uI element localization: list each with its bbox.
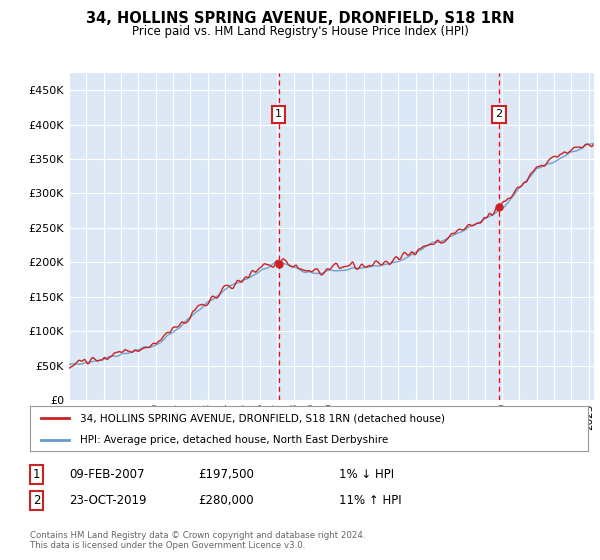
Text: 2: 2 <box>33 493 41 507</box>
Text: £197,500: £197,500 <box>198 468 254 482</box>
Text: 09-FEB-2007: 09-FEB-2007 <box>69 468 145 482</box>
Text: Contains HM Land Registry data © Crown copyright and database right 2024.
This d: Contains HM Land Registry data © Crown c… <box>30 531 365 550</box>
Text: 34, HOLLINS SPRING AVENUE, DRONFIELD, S18 1RN (detached house): 34, HOLLINS SPRING AVENUE, DRONFIELD, S1… <box>80 413 445 423</box>
Text: 1: 1 <box>275 109 282 119</box>
Text: 11% ↑ HPI: 11% ↑ HPI <box>339 493 401 507</box>
Text: £280,000: £280,000 <box>198 493 254 507</box>
Text: 23-OCT-2019: 23-OCT-2019 <box>69 493 146 507</box>
Text: 2: 2 <box>495 109 502 119</box>
Text: 1% ↓ HPI: 1% ↓ HPI <box>339 468 394 482</box>
Text: Price paid vs. HM Land Registry's House Price Index (HPI): Price paid vs. HM Land Registry's House … <box>131 25 469 38</box>
Text: 34, HOLLINS SPRING AVENUE, DRONFIELD, S18 1RN: 34, HOLLINS SPRING AVENUE, DRONFIELD, S1… <box>86 11 514 26</box>
Text: HPI: Average price, detached house, North East Derbyshire: HPI: Average price, detached house, Nort… <box>80 435 388 445</box>
Text: 1: 1 <box>33 468 41 482</box>
